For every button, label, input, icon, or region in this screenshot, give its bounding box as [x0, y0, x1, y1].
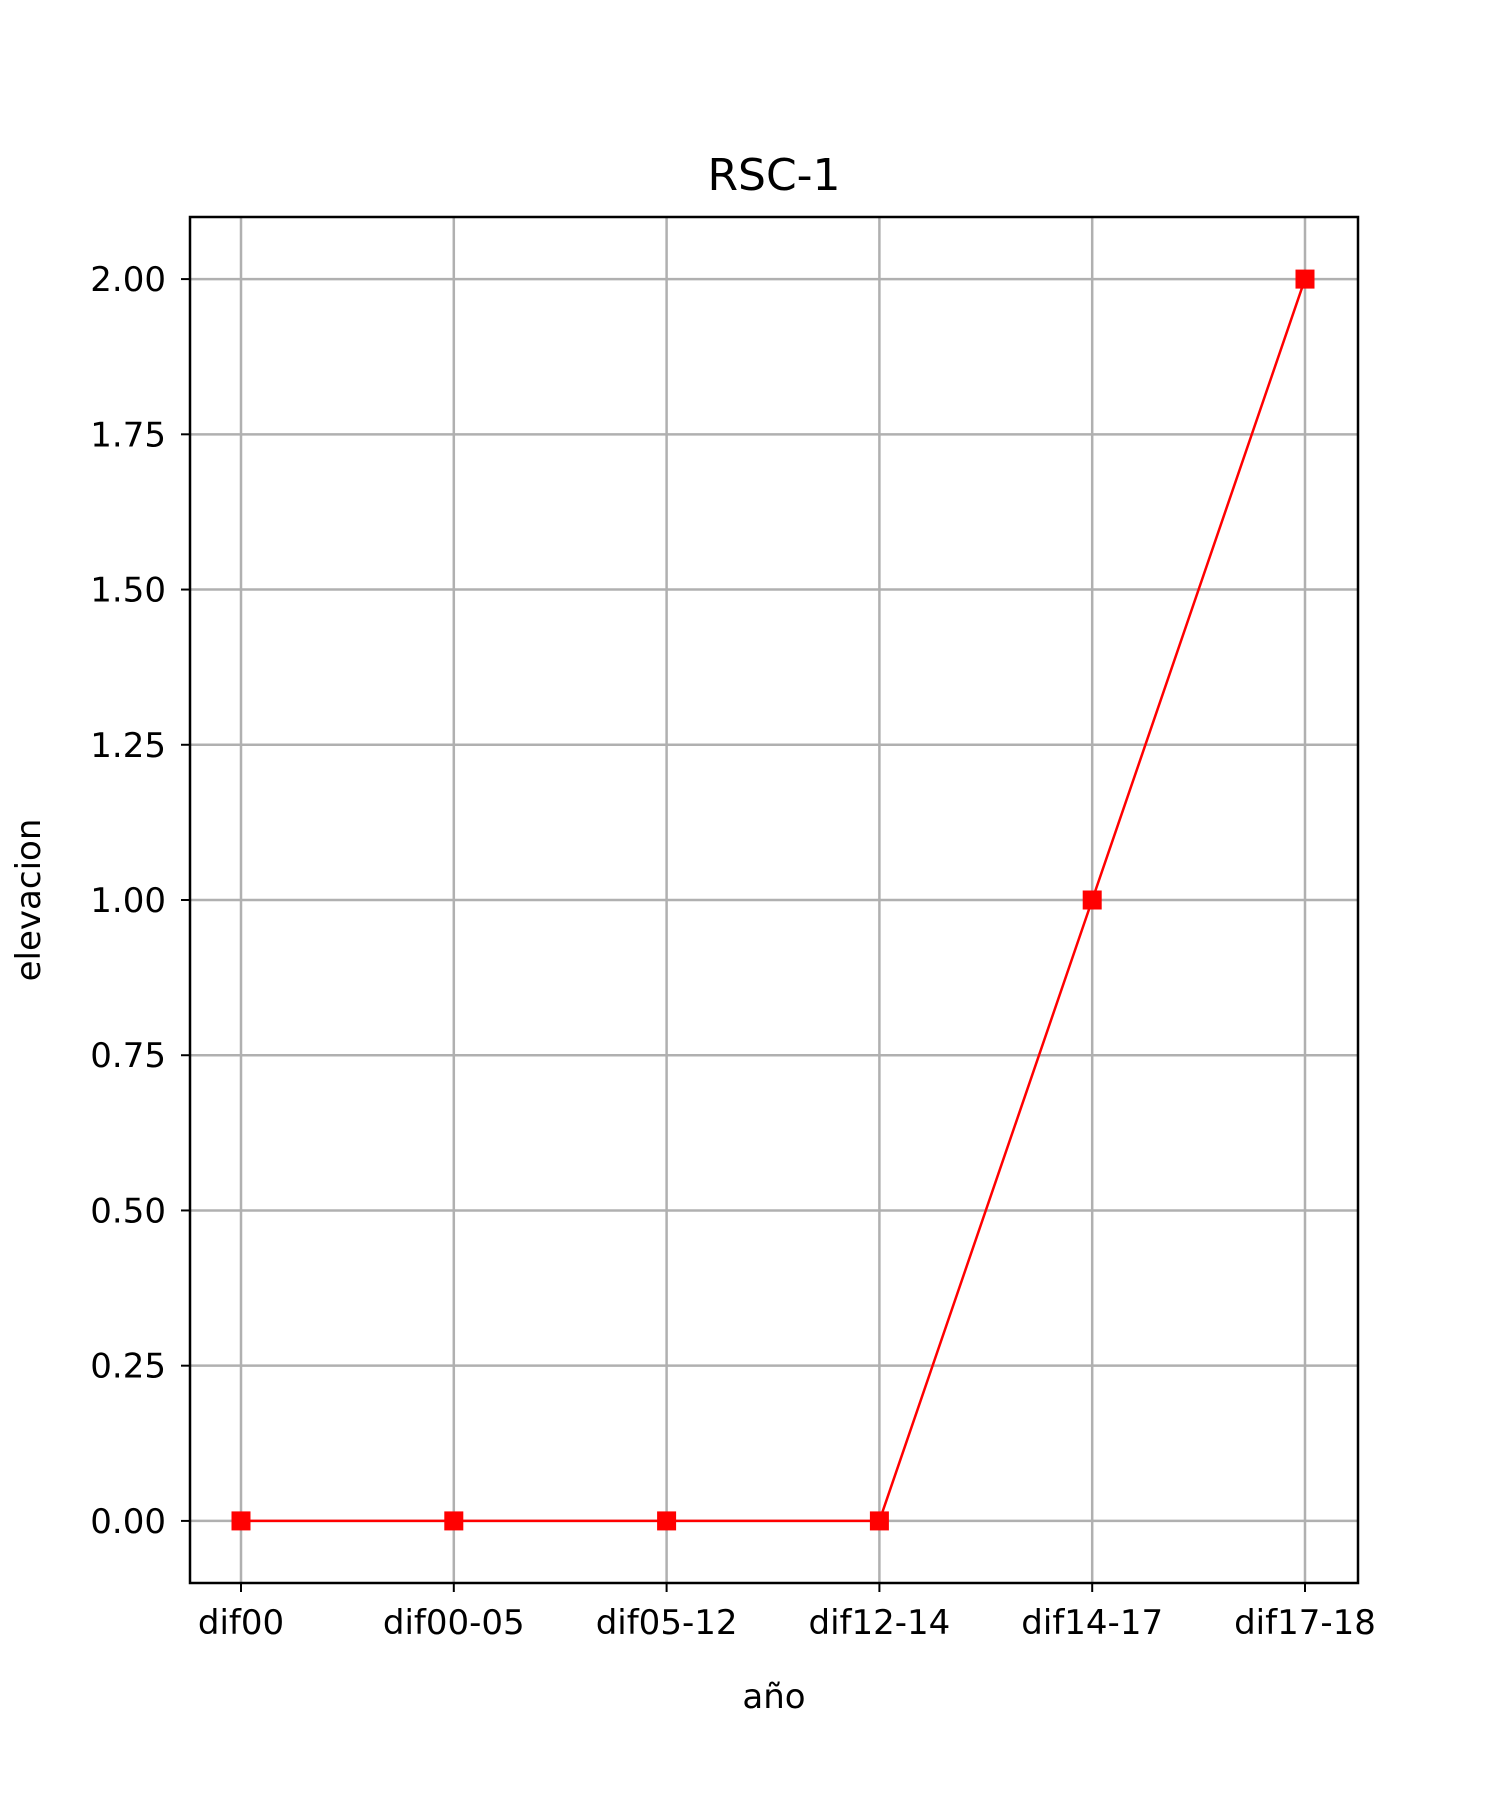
- data-point-marker: [1295, 269, 1315, 289]
- series: [231, 269, 1315, 1531]
- series-line: [241, 278, 1307, 1523]
- x-tick-label: dif12-14: [809, 1603, 951, 1643]
- x-axis-label: año: [742, 1677, 805, 1717]
- y-tick-label: 1.75: [90, 415, 166, 455]
- x-tick-label: dif17-18: [1234, 1603, 1376, 1643]
- y-tick-label: 0.50: [90, 1191, 166, 1231]
- data-point-marker: [1082, 890, 1102, 910]
- y-tick-label: 0.25: [90, 1347, 166, 1387]
- axis-ticks: dif00 dif00-05 dif05-12 dif12-14 dif14-17 dif…: [90, 260, 1376, 1643]
- x-tick-label: dif00: [198, 1603, 284, 1643]
- y-tick-label: 0.00: [90, 1502, 166, 1542]
- data-point-marker: [869, 1511, 889, 1531]
- x-tick-label: dif14-17: [1021, 1603, 1163, 1643]
- data-point-marker: [657, 1511, 677, 1531]
- data-point-marker: [444, 1511, 464, 1531]
- x-tick-label: dif00-05: [383, 1603, 525, 1643]
- y-tick-label: 1.50: [90, 571, 166, 611]
- x-tick-label: dif05-12: [596, 1603, 738, 1643]
- y-tick-label: 2.00: [90, 260, 166, 300]
- y-tick-label: 0.75: [90, 1036, 166, 1076]
- y-tick-label: 1.25: [90, 726, 166, 766]
- grid: [190, 217, 1358, 1583]
- data-point-marker: [231, 1511, 251, 1531]
- chart-title: RSC-1: [707, 150, 840, 201]
- y-tick-label: 1.00: [90, 881, 166, 921]
- y-axis-label: elevacion: [9, 819, 49, 982]
